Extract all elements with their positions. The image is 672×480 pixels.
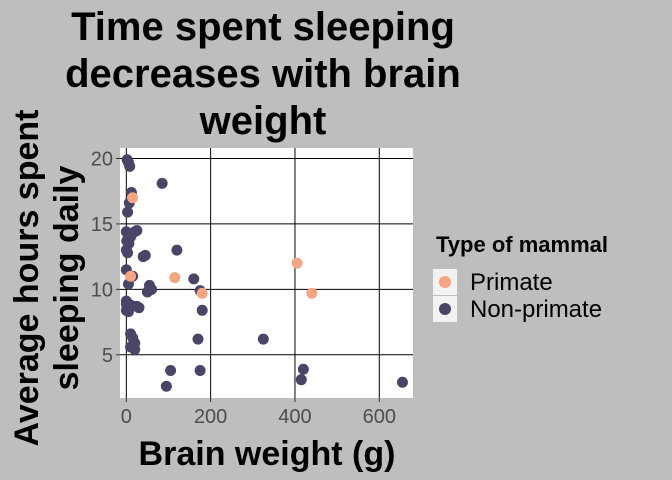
- chart-title: Time spent sleeping decreases with brain w…: [65, 5, 461, 143]
- title-line: decreases with brain: [65, 52, 461, 96]
- non-primate-point: [139, 249, 151, 261]
- non-primate-point: [257, 333, 269, 345]
- x-tick-label: 0: [121, 406, 132, 428]
- x-axis-title: Brain weight (g): [139, 435, 396, 473]
- y-axis-title: Average hours spentsleeping daily: [8, 110, 86, 447]
- legend-label: Primate: [470, 269, 553, 296]
- primate-point: [127, 192, 139, 204]
- non-primate-point: [196, 304, 208, 316]
- primate-point: [169, 272, 181, 284]
- non-primate-point: [165, 365, 177, 377]
- title-line: weight: [199, 99, 327, 143]
- non-primate-point: [297, 363, 309, 375]
- y-tick-label: 15: [91, 214, 113, 236]
- primate-point: [196, 287, 208, 299]
- plot-panel: [120, 148, 413, 398]
- y-axis-title-line: sleeping daily: [48, 165, 86, 390]
- y-axis-title-line: Average hours spent: [8, 110, 46, 447]
- legend-title: Type of mammal: [436, 232, 608, 257]
- y-tick-label: 20: [91, 148, 113, 170]
- non-primate-point: [129, 344, 141, 356]
- legend-label: Non-primate: [470, 296, 602, 323]
- data-points: [120, 154, 408, 392]
- legend-swatch: [439, 276, 451, 288]
- x-tick-label: 600: [363, 406, 396, 428]
- non-primate-point: [160, 380, 172, 392]
- non-primate-point: [122, 206, 134, 218]
- non-primate-point: [122, 247, 134, 259]
- y-tick-label: 5: [102, 345, 113, 367]
- non-primate-point: [124, 160, 136, 172]
- non-primate-point: [192, 333, 204, 345]
- title-line: Time spent sleeping: [71, 5, 455, 49]
- gridlines: [120, 148, 413, 398]
- non-primate-point: [295, 374, 307, 386]
- non-primate-point: [141, 286, 153, 298]
- primate-point: [291, 257, 303, 269]
- x-tick-label: 400: [278, 406, 311, 428]
- non-primate-point: [133, 302, 145, 314]
- y-axis-ticks: 5 10 15 20: [91, 148, 120, 367]
- x-axis-ticks: 0 200 400 600: [121, 398, 396, 428]
- non-primate-point: [122, 306, 134, 318]
- primate-point: [125, 270, 137, 282]
- non-primate-point: [156, 177, 168, 189]
- x-tick-label: 200: [194, 406, 227, 428]
- non-primate-point: [396, 376, 408, 388]
- y-tick-label: 10: [91, 279, 113, 301]
- non-primate-point: [131, 224, 143, 236]
- legend-swatch: [439, 303, 451, 315]
- non-primate-point: [194, 365, 206, 377]
- primate-point: [306, 287, 318, 299]
- non-primate-point: [171, 244, 183, 256]
- non-primate-point: [188, 273, 200, 285]
